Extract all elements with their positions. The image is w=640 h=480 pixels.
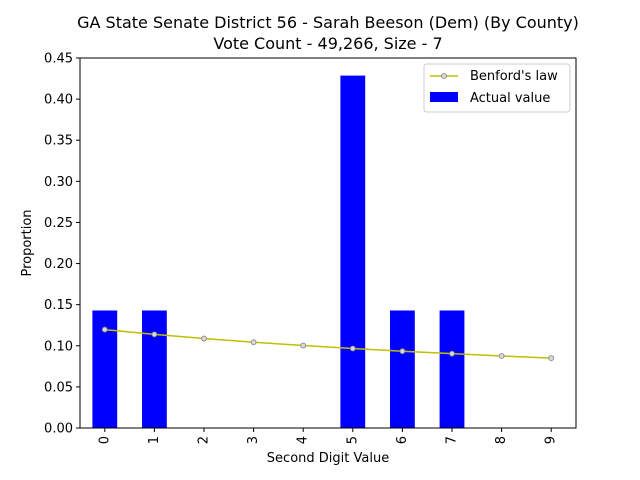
legend-benford-marker — [441, 73, 447, 79]
benford-point-3 — [250, 339, 257, 346]
benford-point-1 — [151, 331, 158, 338]
legend: Benford's law Actual value — [423, 63, 571, 113]
x-tick-label: 7 — [445, 436, 460, 444]
y-tick-label: 0.15 — [44, 298, 73, 313]
y-tick-label: 0.20 — [44, 257, 73, 272]
x-tick-label: 8 — [494, 436, 509, 444]
x-tick-label: 3 — [246, 436, 261, 444]
chart-title-line1: GA State Senate District 56 - Sarah Bees… — [77, 13, 579, 32]
x-tick-label: 6 — [395, 436, 410, 444]
y-tick-label: 0.10 — [44, 339, 73, 354]
bar-digit-1 — [142, 310, 167, 428]
y-tick-label: 0.05 — [44, 380, 73, 395]
x-tick-label: 9 — [544, 436, 559, 444]
x-tick-label: 4 — [296, 436, 311, 444]
y-axis-label: Proportion — [20, 209, 35, 276]
legend-box — [423, 63, 571, 113]
bar-digit-7 — [439, 310, 465, 428]
benford-point-5 — [349, 345, 356, 352]
benford-point-8 — [498, 353, 505, 359]
y-tick-label: 0.45 — [44, 52, 73, 67]
benford-point-9 — [548, 355, 555, 362]
benford-point-2 — [201, 335, 207, 342]
plot-frame — [79, 57, 577, 429]
x-tick-label: 2 — [197, 436, 212, 444]
benford-point-4 — [300, 342, 307, 349]
bar-digit-6 — [390, 310, 415, 428]
legend-benford-label: Benford's law — [470, 69, 558, 84]
chart-title-line2: Vote Count - 49,266, Size - 7 — [213, 34, 442, 53]
y-tick-label: 0.35 — [44, 134, 73, 149]
y-tick-label: 0.25 — [44, 216, 73, 231]
bar-digit-5 — [340, 75, 366, 428]
x-axis: 0 1 2 3 4 5 6 7 8 9 — [97, 428, 559, 444]
legend-actual-label: Actual value — [470, 91, 550, 106]
x-tick-label: 1 — [147, 436, 162, 444]
y-tick-label: 0.30 — [44, 175, 73, 190]
y-axis: 0.00 0.05 0.10 0.15 0.20 0.25 0.30 0.35 0.40 0.45 — [44, 52, 80, 437]
legend-actual-swatch — [430, 92, 458, 102]
x-tick-label: 5 — [345, 436, 360, 444]
benford-point-6 — [399, 348, 406, 355]
benford-point-0 — [101, 326, 108, 333]
benford-line-group — [101, 326, 555, 362]
x-axis-label: Second Digit Value — [267, 451, 389, 466]
x-tick-label: 0 — [97, 436, 112, 444]
benford-point-7 — [449, 350, 455, 357]
benford-line — [104, 328, 552, 359]
bars-group — [92, 75, 465, 428]
y-tick-label: 0.00 — [44, 422, 73, 437]
y-tick-label: 0.40 — [44, 93, 73, 108]
